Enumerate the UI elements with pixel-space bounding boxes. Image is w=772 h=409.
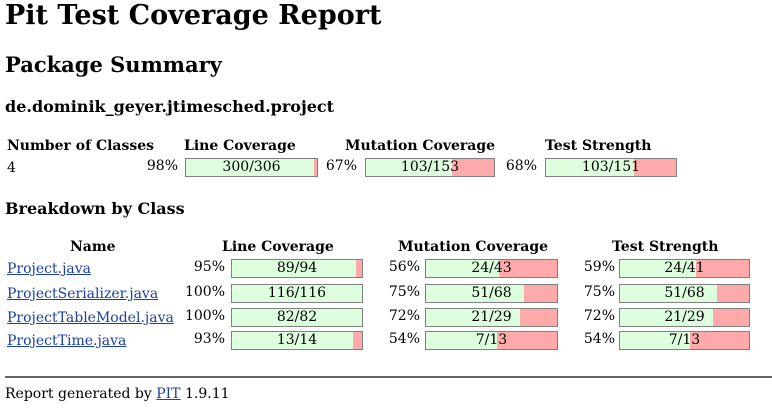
mutation-percent: 72% [388,308,420,324]
breakdown-header-strength: Test Strength [612,239,719,255]
mutation-bar-fill [426,285,525,302]
strength-bar: 7/13 [619,331,750,350]
line-fraction: 116/116 [267,285,327,301]
line-bar: 116/116 [231,284,363,303]
strength-fraction: 24/41 [664,260,705,276]
line-percent: 100% [184,284,225,300]
footer-divider [5,376,772,378]
summary-strength-bar: 103/151 [545,158,677,177]
line-bar-fill [232,260,356,277]
strength-fraction: 7/13 [668,332,701,348]
summary-strength-fraction: 103/151 [581,159,641,175]
strength-percent: 75% [583,284,615,300]
mutation-bar-fill [426,260,500,277]
line-percent: 100% [184,308,225,324]
mutation-bar-fill [426,332,497,349]
summary-strength-bar-fill [546,159,635,176]
summary-line-bar-fill [186,159,315,176]
line-bar: 13/14 [231,331,363,350]
summary-classes-count: 4 [7,160,16,176]
summary-line-percent: 98% [146,158,178,174]
breakdown-header-mutation: Mutation Coverage [398,239,549,255]
mutation-bar: 24/43 [425,259,558,278]
summary-strength-percent: 68% [505,158,537,174]
mutation-fraction: 24/43 [471,260,512,276]
summary-mutation-percent: 67% [325,158,357,174]
strength-bar: 24/41 [619,259,750,278]
pit-link[interactable]: PIT [156,386,181,402]
class-link-project-time[interactable]: ProjectTime.java [7,333,127,349]
footer: Report generated by PIT 1.9.11 [5,386,230,402]
mutation-percent: 54% [388,331,420,347]
summary-mutation-bar-fill [366,159,452,176]
mutation-fraction: 21/29 [471,309,512,325]
mutation-bar-fill [426,309,521,326]
strength-bar-fill [620,332,690,349]
mutation-percent: 75% [388,284,420,300]
strength-bar-fill [620,285,717,302]
class-link-project-serializer[interactable]: ProjectSerializer.java [7,286,159,302]
summary-line-fraction: 300/306 [222,159,281,175]
line-bar-fill [232,332,353,349]
strength-percent: 59% [583,259,615,275]
strength-bar-fill [620,309,713,326]
summary-header-line: Line Coverage [184,138,296,154]
page-title: Pit Test Coverage Report [5,0,382,31]
footer-version: 1.9.11 [184,386,230,402]
class-link-project-table-model[interactable]: ProjectTableModel.java [7,310,174,326]
package-name: de.dominik_geyer.jtimesched.project [5,97,335,116]
mutation-bar: 51/68 [425,284,558,303]
strength-bar-fill [620,260,697,277]
line-bar: 89/94 [231,259,363,278]
summary-header-mutation: Mutation Coverage [345,138,496,154]
line-bar-fill [232,309,362,326]
footer-prefix: Report generated by [5,386,152,402]
mutation-bar: 7/13 [425,331,558,350]
breakdown-header-name: Name [70,239,116,255]
summary-header-strength: Test Strength [545,138,652,154]
package-summary-heading: Package Summary [5,52,222,77]
mutation-percent: 56% [388,259,420,275]
line-percent: 95% [193,259,225,275]
summary-line-bar: 300/306 [185,158,318,177]
mutation-fraction: 7/13 [475,332,508,348]
mutation-bar: 21/29 [425,308,558,327]
strength-bar: 51/68 [619,284,750,303]
summary-mutation-fraction: 103/153 [400,159,460,175]
breakdown-heading: Breakdown by Class [5,199,185,218]
breakdown-header-line: Line Coverage [222,239,334,255]
summary-header-classes: Number of Classes [7,138,155,154]
line-fraction: 89/94 [276,260,318,276]
strength-percent: 72% [583,308,615,324]
class-link-project[interactable]: Project.java [7,261,92,277]
line-bar-fill [232,285,362,302]
mutation-fraction: 51/68 [471,285,512,301]
summary-mutation-bar: 103/153 [365,158,495,177]
line-bar: 82/82 [231,308,363,327]
strength-fraction: 21/29 [664,309,705,325]
line-percent: 93% [193,331,225,347]
line-fraction: 13/14 [276,332,318,348]
strength-bar: 21/29 [619,308,750,327]
line-fraction: 82/82 [276,309,318,325]
strength-fraction: 51/68 [664,285,705,301]
strength-percent: 54% [583,331,615,347]
